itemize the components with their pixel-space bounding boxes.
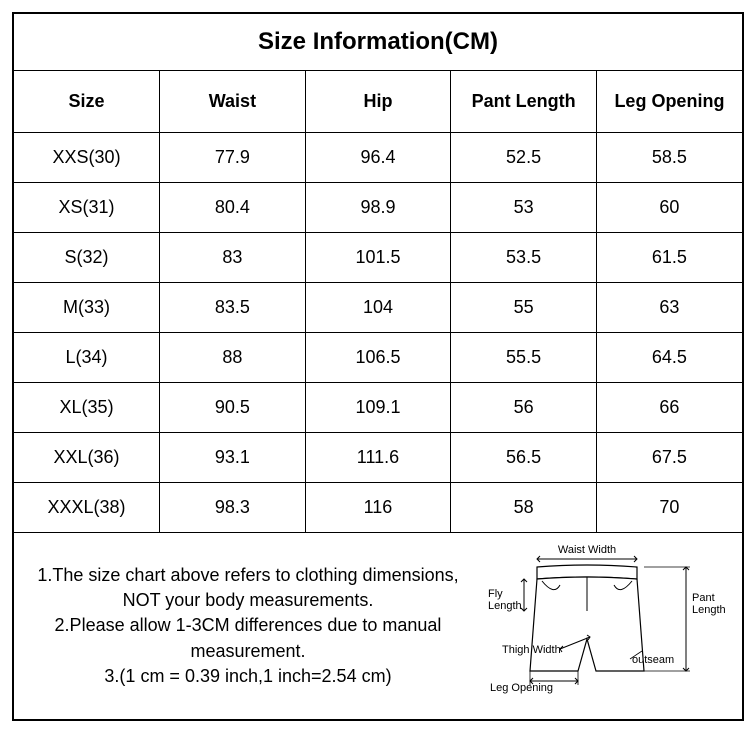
cell-waist: 83.5 [160,283,306,333]
col-header-hip: Hip [305,71,451,133]
label-fly-length-2: Length [488,600,522,612]
cell-waist: 98.3 [160,483,306,533]
cell-size: XXL(36) [14,433,160,483]
cell-hip: 116 [305,483,451,533]
cell-hip: 104 [305,283,451,333]
cell-pant: 58 [451,483,597,533]
cell-pant: 55 [451,283,597,333]
label-leg-opening: Leg Opening [490,682,553,694]
cell-size: L(34) [14,333,160,383]
cell-hip: 98.9 [305,183,451,233]
cell-waist: 80.4 [160,183,306,233]
note-2: 2.Please allow 1-3CM differences due to … [32,613,464,663]
cell-waist: 83 [160,233,306,283]
table-row: XL(35) 90.5 109.1 56 66 [14,383,742,433]
cell-hip: 96.4 [305,133,451,183]
cell-leg: 64.5 [596,333,742,383]
shorts-diagram: Waist Width [482,533,742,719]
table-row: XXXL(38) 98.3 116 58 70 [14,483,742,533]
table-row: XXL(36) 93.1 111.6 56.5 67.5 [14,433,742,483]
cell-leg: 61.5 [596,233,742,283]
cell-waist: 93.1 [160,433,306,483]
cell-waist: 90.5 [160,383,306,433]
cell-leg: 67.5 [596,433,742,483]
label-fly-length-1: Fly [488,588,503,600]
cell-size: S(32) [14,233,160,283]
label-thigh-width: Thigh Width [502,644,561,656]
col-header-size: Size [14,71,160,133]
cell-size: XXS(30) [14,133,160,183]
cell-pant: 52.5 [451,133,597,183]
cell-waist: 77.9 [160,133,306,183]
cell-hip: 106.5 [305,333,451,383]
table-row: L(34) 88 106.5 55.5 64.5 [14,333,742,383]
cell-leg: 70 [596,483,742,533]
cell-leg: 66 [596,383,742,433]
header-row: Size Waist Hip Pant Length Leg Opening [14,71,742,133]
table-body: XXS(30) 77.9 96.4 52.5 58.5 XS(31) 80.4 … [14,133,742,720]
label-outseam: outseam [632,654,674,666]
col-header-leg-opening: Leg Opening [596,71,742,133]
cell-leg: 58.5 [596,133,742,183]
label-pant-length-2: Length [692,604,726,616]
chart-title: Size Information(CM) [14,14,742,71]
cell-size: XXXL(38) [14,483,160,533]
cell-hip: 111.6 [305,433,451,483]
note-3: 3.(1 cm = 0.39 inch,1 inch=2.54 cm) [32,664,464,689]
cell-size: XL(35) [14,383,160,433]
size-table: Size Waist Hip Pant Length Leg Opening X… [14,71,742,719]
footer-row: 1.The size chart above refers to clothin… [14,533,742,720]
cell-hip: 109.1 [305,383,451,433]
table-row: M(33) 83.5 104 55 63 [14,283,742,333]
notes-block: 1.The size chart above refers to clothin… [14,551,482,701]
cell-pant: 53.5 [451,233,597,283]
label-waist-width: Waist Width [558,544,616,556]
col-header-waist: Waist [160,71,306,133]
cell-waist: 88 [160,333,306,383]
cell-pant: 55.5 [451,333,597,383]
cell-pant: 56.5 [451,433,597,483]
cell-leg: 60 [596,183,742,233]
table-row: XXS(30) 77.9 96.4 52.5 58.5 [14,133,742,183]
cell-hip: 101.5 [305,233,451,283]
cell-pant: 53 [451,183,597,233]
cell-size: M(33) [14,283,160,333]
label-pant-length-1: Pant [692,592,715,604]
size-chart-container: Size Information(CM) Size Waist Hip Pant… [12,12,744,721]
cell-size: XS(31) [14,183,160,233]
table-row: XS(31) 80.4 98.9 53 60 [14,183,742,233]
cell-leg: 63 [596,283,742,333]
note-1: 1.The size chart above refers to clothin… [32,563,464,613]
col-header-pant-length: Pant Length [451,71,597,133]
cell-pant: 56 [451,383,597,433]
table-row: S(32) 83 101.5 53.5 61.5 [14,233,742,283]
